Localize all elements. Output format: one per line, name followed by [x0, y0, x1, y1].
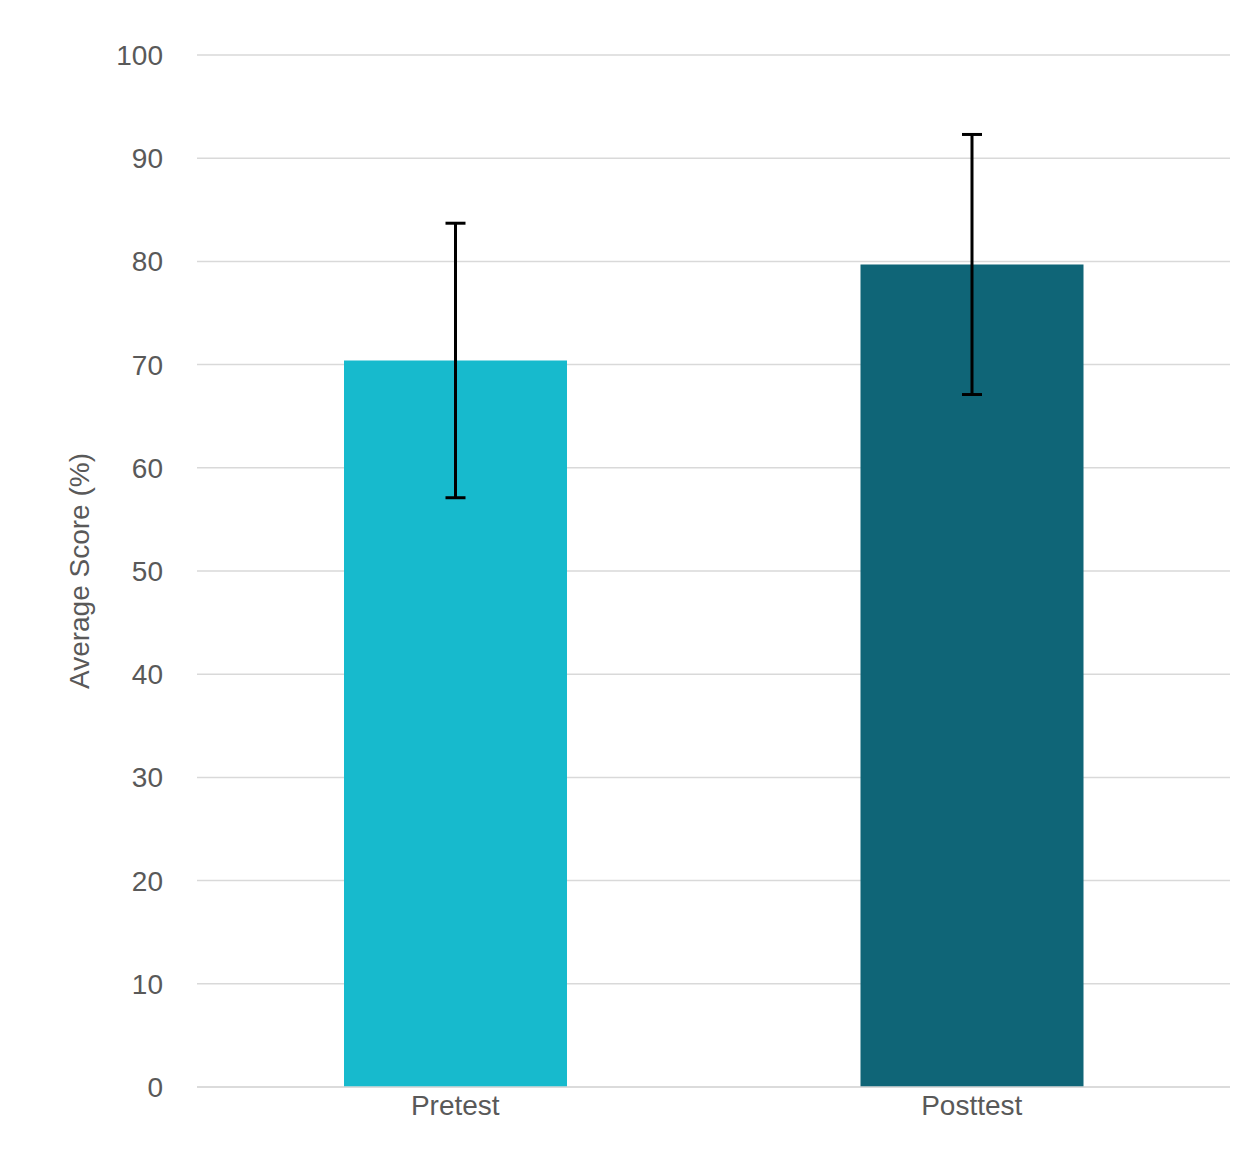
svg-text:90: 90	[132, 143, 163, 174]
svg-text:40: 40	[132, 659, 163, 690]
svg-text:Pretest: Pretest	[411, 1090, 500, 1121]
svg-text:30: 30	[132, 762, 163, 793]
svg-text:80: 80	[132, 246, 163, 277]
svg-text:50: 50	[132, 556, 163, 587]
svg-text:Average Score (%): Average Score (%)	[64, 453, 95, 689]
svg-text:100: 100	[116, 40, 163, 71]
svg-text:10: 10	[132, 969, 163, 1000]
svg-text:Posttest: Posttest	[921, 1090, 1022, 1121]
svg-text:0: 0	[147, 1072, 163, 1103]
svg-text:20: 20	[132, 866, 163, 897]
svg-text:60: 60	[132, 453, 163, 484]
svg-text:70: 70	[132, 350, 163, 381]
